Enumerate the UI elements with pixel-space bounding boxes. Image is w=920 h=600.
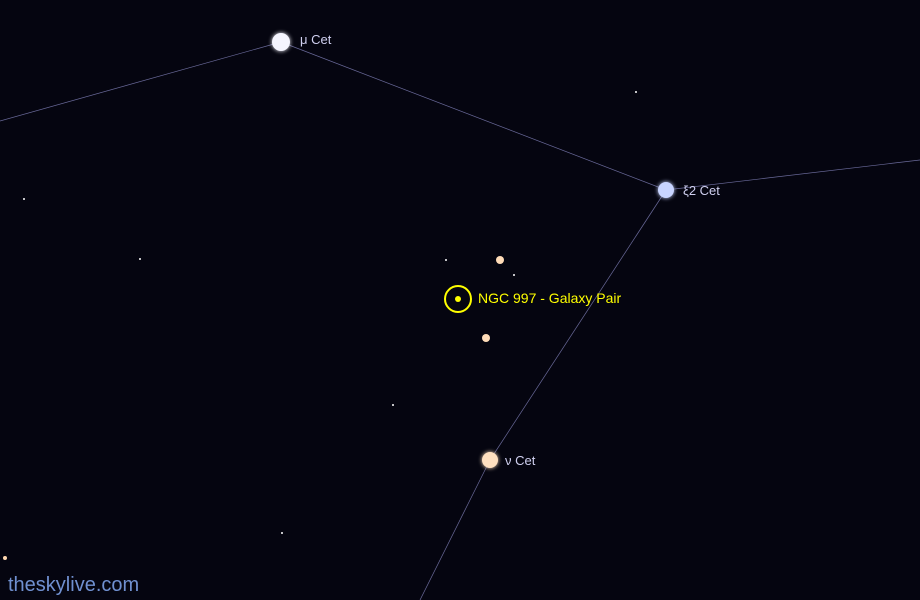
star-field-star-1: [496, 256, 504, 264]
star-faint-4: [23, 198, 25, 200]
star-mu-cet: [272, 33, 290, 51]
star-faint-3: [139, 258, 141, 260]
star-faint-5: [513, 274, 515, 276]
constellation-line: [0, 42, 281, 135]
target-marker-dot: [455, 296, 461, 302]
star-nu-cet: [482, 452, 498, 468]
constellation-line: [490, 190, 666, 460]
star-xi2-cet: [658, 182, 674, 198]
star-field-star-2: [482, 334, 490, 342]
star-faint-6: [392, 404, 394, 406]
star-faint-8: [3, 556, 7, 560]
star-faint-1: [445, 259, 447, 261]
star-label-xi2-cet: ξ2 Cet: [683, 183, 720, 198]
star-faint-7: [281, 532, 283, 534]
star-label-nu-cet: ν Cet: [505, 453, 535, 468]
watermark: theskylive.com: [8, 574, 139, 597]
star-faint-2: [635, 91, 637, 93]
constellation-line: [281, 42, 666, 190]
constellation-line: [420, 460, 490, 600]
star-label-mu-cet: μ Cet: [300, 32, 331, 47]
target-label: NGC 997 - Galaxy Pair: [478, 290, 621, 306]
